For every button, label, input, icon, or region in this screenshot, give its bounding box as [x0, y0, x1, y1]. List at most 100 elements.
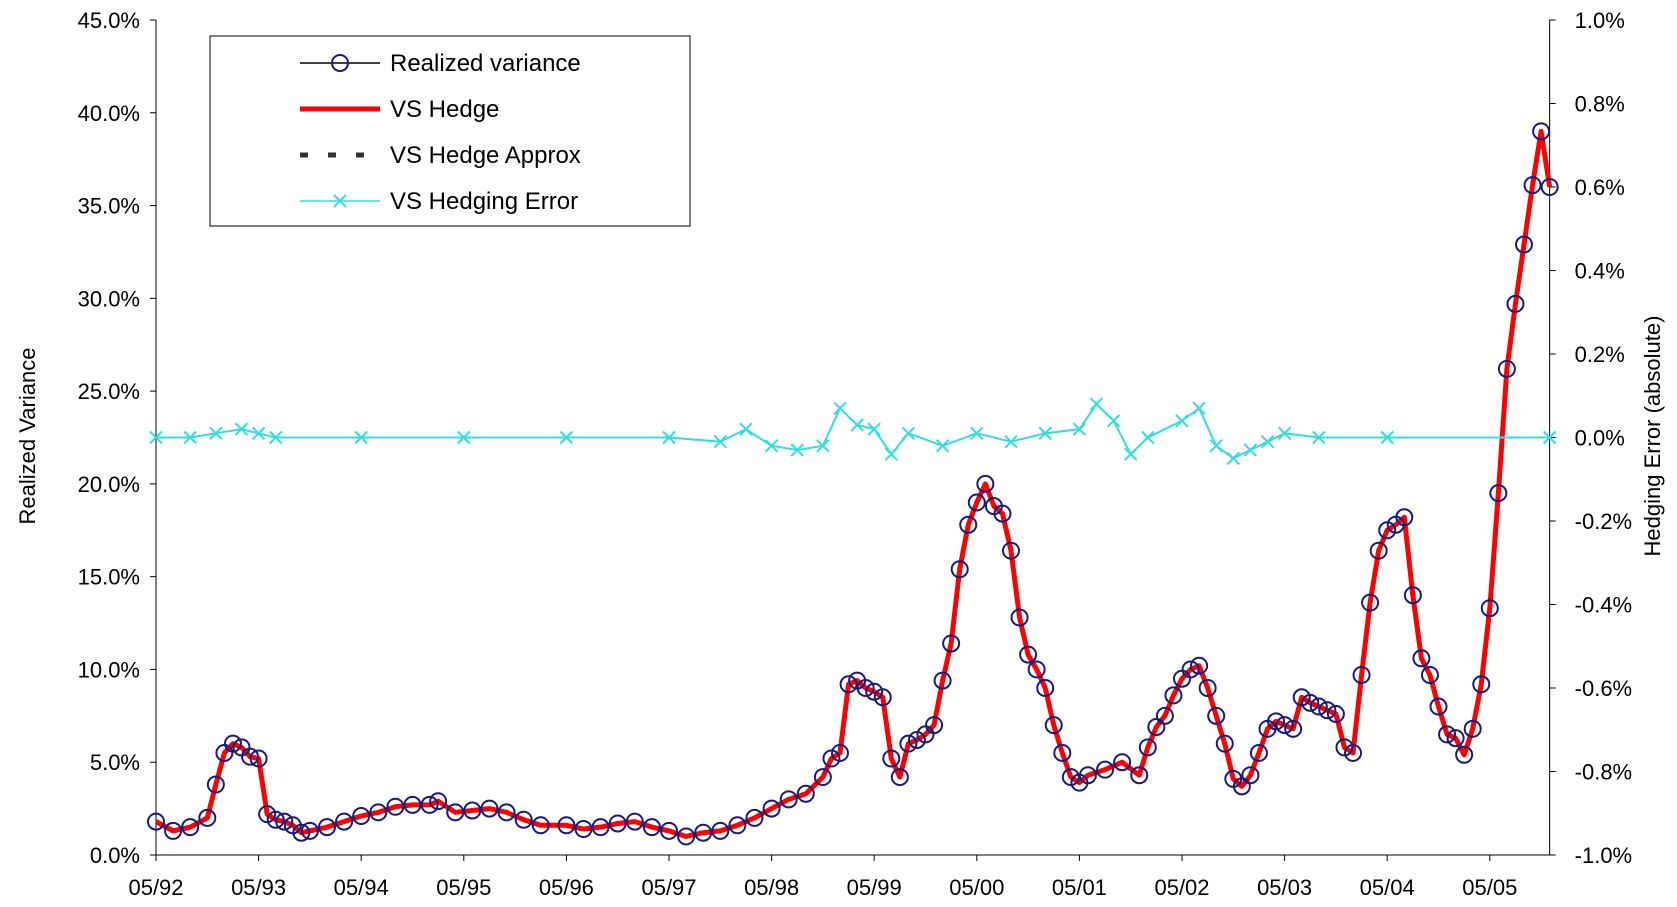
x-tick-label: 05/98: [744, 875, 799, 900]
y2-tick-label: 0.6%: [1575, 175, 1625, 200]
realized-variance-point: [1301, 693, 1320, 712]
realized-variance-point: [942, 634, 961, 653]
x-tick-label: 05/03: [1257, 875, 1312, 900]
vs-hedging-error-point: [1072, 422, 1087, 436]
realized-variance-point: [1147, 717, 1166, 736]
realized-variance-point: [181, 818, 200, 837]
y2-tick-label: -0.8%: [1575, 760, 1632, 785]
x-tick-label: 05/96: [539, 875, 594, 900]
vs-hedging-error-series: [149, 397, 1557, 466]
x-tick-label: 05/05: [1462, 875, 1517, 900]
realized-variance-point: [386, 797, 405, 816]
legend-label: Realized variance: [390, 50, 581, 77]
x-tick-label: 05/97: [641, 875, 696, 900]
realized-variance-point: [890, 768, 909, 787]
realized-variance-point: [249, 749, 268, 768]
realized-variance-series: [147, 122, 1559, 846]
vs-hedging-error-point: [662, 430, 676, 445]
vs-hedging-error-point: [1380, 430, 1394, 445]
realized-variance-point: [694, 823, 713, 842]
realized-variance-point: [1207, 706, 1226, 725]
realized-variance-point: [1036, 679, 1055, 697]
vs-hedging-error-point: [901, 426, 916, 441]
realized-variance-point: [959, 515, 978, 534]
realized-variance-point: [1232, 777, 1251, 796]
vs-hedging-error-point: [713, 434, 728, 449]
realized-variance-point: [779, 790, 798, 809]
vs-hedging-error-point: [1141, 430, 1155, 445]
realized-variance-point: [976, 474, 995, 493]
realized-variance-point: [1284, 719, 1303, 738]
realized-variance-point: [1275, 716, 1294, 735]
realized-variance-point: [1096, 760, 1115, 779]
realized-variance-point: [1489, 484, 1508, 503]
realized-variance-point: [882, 749, 901, 768]
vs-hedging-error-point: [833, 401, 847, 415]
tick-labels: 0.0% 5.0% 10.0% 15.0% 20.0% 25.0% 30.0% 35.0% 40…: [78, 8, 1633, 900]
y-tick-label: 0.0%: [90, 843, 140, 868]
realized-variance-point: [1198, 679, 1217, 697]
realized-variance-point: [1053, 743, 1072, 762]
vs-hedging-error-point: [1260, 434, 1275, 449]
realized-variance-point: [642, 818, 661, 837]
x-tick-label: 05/02: [1154, 875, 1209, 900]
realized-variance-point: [557, 816, 576, 835]
vs-hedging-error-point: [1226, 451, 1241, 466]
x-tick-label: 05/99: [847, 875, 902, 900]
legend: Realized variance VS Hedge VS Hedge Approx…: [209, 35, 691, 227]
realized-variance-point: [318, 818, 336, 837]
realized-variance-point: [762, 799, 781, 818]
realized-variance-point: [591, 818, 610, 837]
realized-variance-point: [164, 821, 183, 840]
realized-variance-point: [1369, 541, 1388, 560]
legend-marker-vs-hedging-error: [333, 194, 347, 208]
realized-variance-point: [206, 775, 225, 794]
realized-variance-point: [677, 827, 696, 846]
realized-variance-point: [1344, 743, 1362, 762]
realized-variance-point: [1044, 716, 1063, 735]
vs-hedging-error-point: [1038, 426, 1052, 441]
realized-variance-point: [1446, 729, 1465, 748]
realized-variance-point: [967, 493, 986, 512]
realized-variance-point: [856, 679, 875, 697]
y-tick-label: 40.0%: [78, 101, 140, 126]
y-tick-label: 15.0%: [78, 565, 140, 590]
vs-hedging-error-point: [850, 418, 864, 432]
realized-variance-point: [369, 803, 388, 822]
realized-variance-point: [1249, 743, 1268, 762]
realized-variance-point: [1361, 593, 1380, 612]
y2-tick-label: 0.4%: [1575, 259, 1625, 284]
vs-hedging-error-point: [764, 439, 779, 453]
realized-variance-point: [1455, 745, 1474, 764]
vs-hedging-error-point: [183, 430, 197, 445]
y-axis-title: Realized Variance: [15, 348, 40, 525]
y2-tick-label: -0.2%: [1575, 509, 1632, 534]
realized-variance-point: [1019, 645, 1038, 664]
realized-variance-point: [147, 812, 165, 831]
vs-hedging-error-line: [156, 402, 1550, 460]
realized-variance-point: [480, 799, 499, 818]
realized-variance-point: [198, 808, 217, 827]
legend-label: VS Hedge Approx: [390, 142, 581, 169]
realized-variance-point: [933, 671, 952, 690]
realized-variance-point: [1438, 725, 1457, 744]
realized-variance-point: [1027, 660, 1046, 679]
legend-box: [209, 35, 691, 227]
realized-variance-point: [574, 820, 593, 839]
y2-tick-label: 0.2%: [1575, 342, 1625, 367]
y2-tick-label: 0.8%: [1575, 92, 1625, 117]
realized-variance-point: [950, 560, 969, 579]
realized-variance-point: [1395, 508, 1414, 527]
realized-variance-point: [1497, 359, 1516, 378]
y2-tick-label: -0.6%: [1575, 676, 1632, 701]
vs-hedging-error-point: [790, 443, 804, 457]
realized-variance-point: [608, 814, 627, 833]
legend-label: VS Hedge: [390, 96, 499, 123]
realized-variance-point: [1463, 719, 1482, 738]
vs-hedging-error-point: [559, 430, 574, 445]
realized-variance-point: [1420, 666, 1439, 685]
realized-variance-point: [1318, 701, 1337, 720]
realized-variance-point: [420, 795, 439, 814]
realized-variance-point: [1326, 704, 1345, 723]
